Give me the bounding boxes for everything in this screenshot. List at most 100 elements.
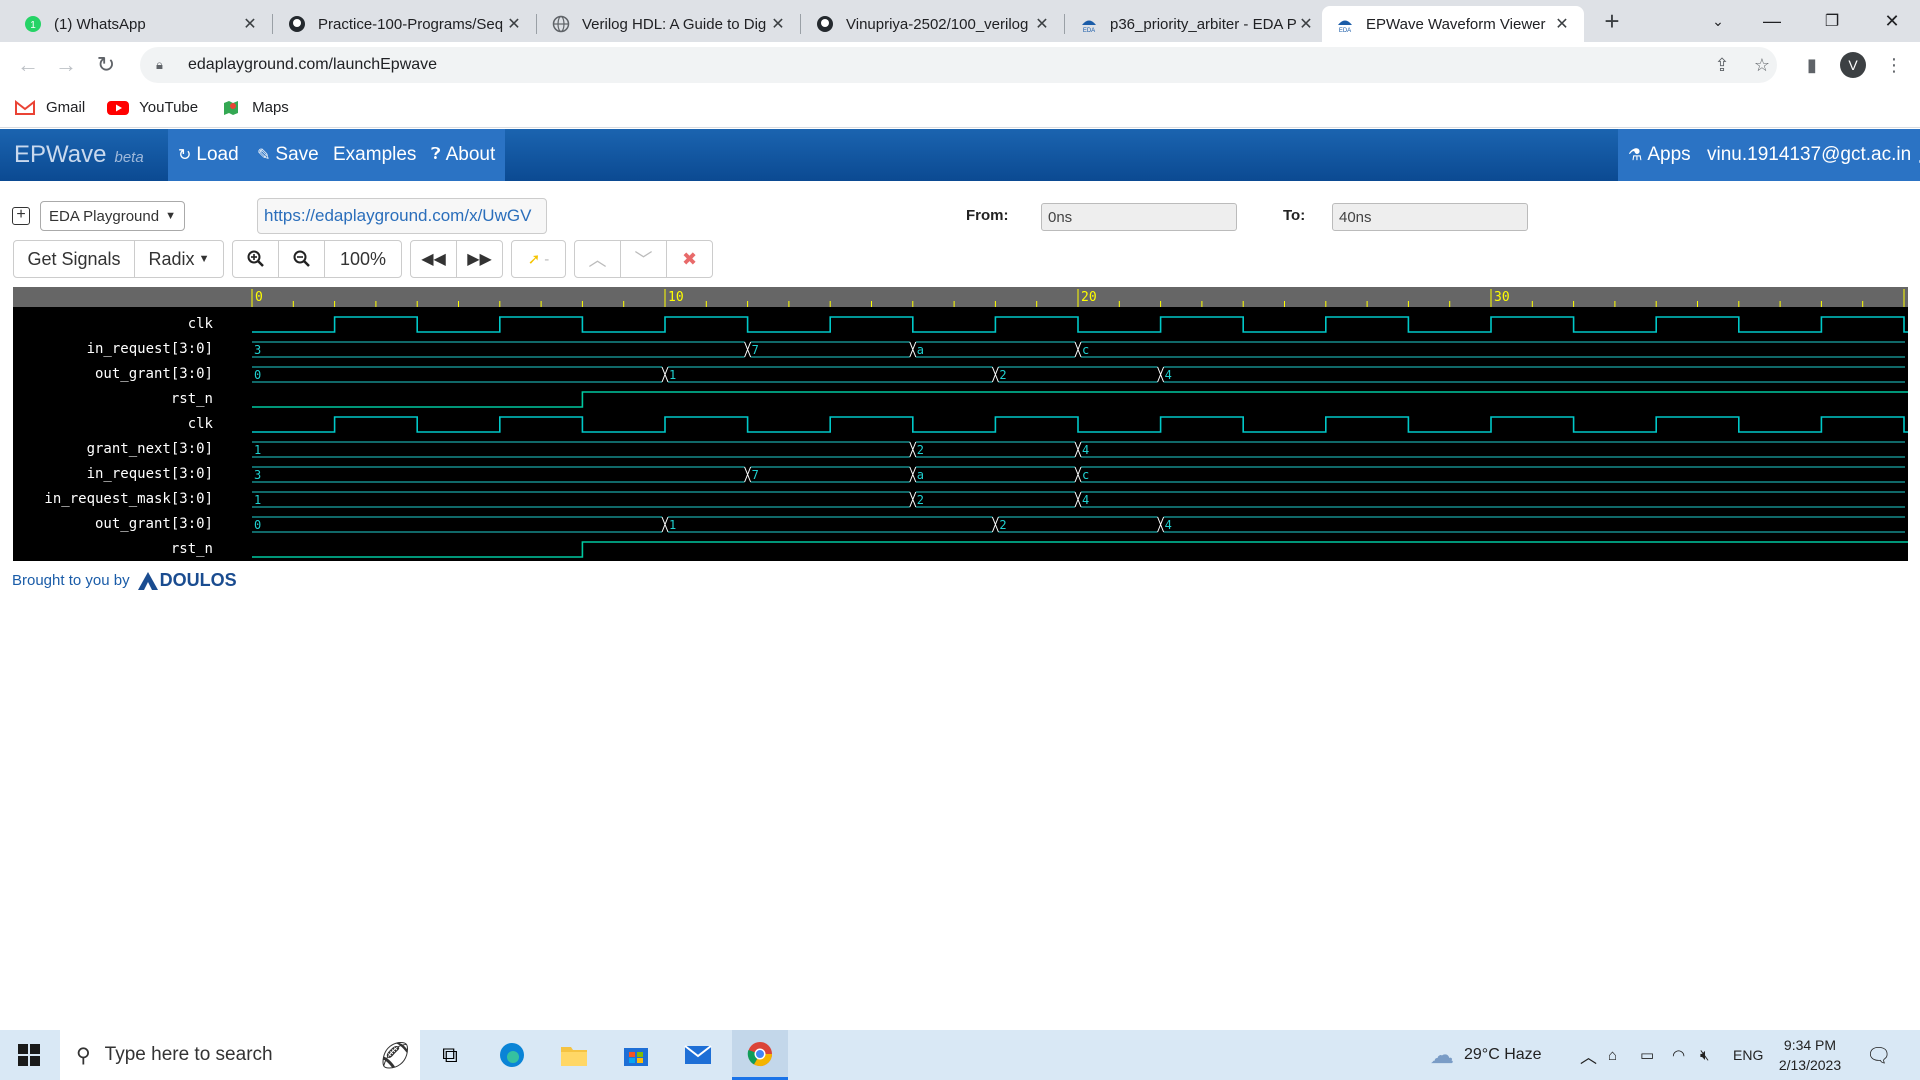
signal-name[interactable]: out_grant[3:0]	[94, 516, 213, 532]
close-icon[interactable]: ✕	[507, 16, 521, 33]
file-explorer-icon[interactable]	[546, 1030, 602, 1080]
store-icon[interactable]	[608, 1030, 664, 1080]
forward-button[interactable]: →	[55, 52, 77, 77]
waveform-canvas[interactable]: 0 10 20 30 3 7 a c 0 1 2 4 1 2 4 3 7 a c 1 2 4 0 1 2 4	[13, 287, 1908, 561]
radix-dropdown[interactable]: Radix ▼	[134, 240, 224, 278]
zoom-level-field[interactable]: 100%	[324, 240, 402, 278]
user-menu-button[interactable]: vinu.1914137@gct.ac.in👤︎	[1697, 129, 1920, 181]
close-window-button[interactable]: ✕	[1884, 10, 1900, 31]
task-view-icon[interactable]: ⧉	[442, 1042, 458, 1067]
restore-button[interactable]: ❐	[1824, 13, 1840, 30]
share-icon[interactable]: ⇪	[1714, 54, 1730, 75]
close-icon[interactable]: ✕	[1299, 16, 1313, 33]
marker-button[interactable]: ➚ -	[511, 240, 566, 278]
get-signals-button[interactable]: Get Signals	[13, 240, 135, 278]
close-icon[interactable]: ✕	[1035, 16, 1049, 33]
tab-search-chevron-icon[interactable]: ⌄	[1712, 12, 1724, 29]
tab-title: Practice-100-Programs/Seq	[318, 15, 504, 33]
volume-muted-icon[interactable]: 🔇︎	[1700, 1046, 1710, 1064]
move-down-button[interactable]: ﹀	[620, 240, 667, 278]
about-button[interactable]: ❓︎ About	[421, 129, 506, 181]
source-select[interactable]: EDA Playground ▼	[40, 201, 185, 231]
zoom-out-button[interactable]	[278, 240, 325, 278]
signal-name[interactable]: in_request[3:0]	[86, 466, 213, 482]
tab-verilog-guide[interactable]: Verilog HDL: A Guide to Dig ✕	[538, 6, 800, 42]
menu-kebab-icon[interactable]: ⋮	[1885, 54, 1903, 75]
signal-name[interactable]: rst_n	[170, 541, 213, 557]
examples-button[interactable]: Examples	[323, 129, 427, 181]
bus-value-label: 1	[669, 518, 676, 532]
close-icon[interactable]: ✕	[771, 16, 785, 33]
tab-title: EPWave Waveform Viewer	[1366, 15, 1546, 33]
reload-button[interactable]: ↻	[96, 52, 116, 77]
clock-time: 9:34 PM	[1783, 1037, 1837, 1053]
bookmark-gmail[interactable]: Gmail	[14, 99, 85, 116]
taskbar-clock[interactable]: 9:34 PM 2/13/2023	[1775, 1035, 1845, 1075]
source-select-value: EDA Playground	[49, 207, 160, 225]
load-button[interactable]: ↻ Load	[168, 129, 249, 181]
windows-logo-icon	[18, 1044, 40, 1066]
side-panel-icon[interactable]: ▮	[1807, 54, 1817, 75]
apps-button[interactable]: ⚗ Apps	[1618, 129, 1701, 181]
language-indicator[interactable]: ENG	[1733, 1047, 1764, 1063]
signal-name[interactable]: in_request[3:0]	[86, 341, 213, 357]
waveform-viewer[interactable]: clk in_request[3:0] out_grant[3:0] rst_n clk…	[13, 287, 1908, 561]
signal-name[interactable]: rst_n	[170, 391, 213, 407]
github-icon	[288, 15, 306, 33]
close-icon[interactable]: ✕	[1555, 16, 1569, 33]
wifi-icon[interactable]: ◠	[1672, 1047, 1686, 1064]
bus-value-label: 0	[254, 368, 261, 382]
bus-value-label: 1	[254, 493, 261, 507]
back-button[interactable]: ←	[17, 52, 39, 77]
edge-icon[interactable]	[484, 1030, 540, 1080]
bus-value-label: 3	[254, 343, 261, 357]
expand-plus-icon[interactable]: +	[12, 207, 30, 225]
tab-github-practice[interactable]: Practice-100-Programs/Seq ✕	[274, 6, 536, 42]
tab-github-vinupriya[interactable]: Vinupriya-2502/100_verilog ✕	[802, 6, 1064, 42]
caret-down-icon: ▼	[198, 253, 210, 265]
bookmark-maps[interactable]: Maps	[220, 99, 289, 116]
weather-widget[interactable]: ☁ 29°C Haze	[1430, 1030, 1542, 1080]
close-icon[interactable]: ✕	[243, 16, 257, 33]
mail-icon[interactable]	[670, 1030, 726, 1080]
notification-icon[interactable]: 🗨︎	[1866, 1044, 1892, 1067]
clock-wave	[252, 416, 1908, 433]
minimize-button[interactable]: —	[1763, 10, 1781, 31]
bookmark-youtube[interactable]: YouTube	[107, 99, 198, 116]
jump-end-button[interactable]: ▶▶	[456, 240, 503, 278]
jump-start-button[interactable]: ◀◀	[410, 240, 457, 278]
start-button[interactable]	[0, 1030, 58, 1080]
tab-whatsapp[interactable]: 1 (1) WhatsApp ✕	[10, 6, 272, 42]
radix-label: Radix	[148, 248, 195, 269]
show-hidden-icons-chevron-icon[interactable]: ︿	[1580, 1047, 1597, 1067]
share-url-field[interactable]: https://edaplayground.com/x/UwGV	[257, 198, 547, 234]
from-time-field[interactable]: 0ns	[1041, 203, 1237, 231]
new-tab-button[interactable]: +	[1604, 6, 1620, 36]
app-brand[interactable]: EPWave beta	[14, 141, 144, 169]
meet-now-icon[interactable]: ⌂	[1608, 1046, 1618, 1064]
tab-title: Verilog HDL: A Guide to Dig	[582, 15, 767, 33]
battery-icon[interactable]: ▭	[1640, 1047, 1655, 1064]
signal-name[interactable]: clk	[187, 416, 213, 432]
whatsapp-icon: 1	[24, 15, 42, 33]
signal-name[interactable]: out_grant[3:0]	[94, 366, 213, 382]
search-placeholder: Type here to search	[104, 1044, 273, 1065]
taskbar-search[interactable]: ⚲ Type here to search 🏈︎	[60, 1030, 420, 1080]
address-bar[interactable]: 🔒︎ edaplayground.com/launchEpwave	[140, 47, 1777, 83]
save-button[interactable]: ✎ Save	[247, 129, 329, 181]
doulos-logo[interactable]: DOULOS	[136, 570, 237, 591]
signal-name[interactable]: grant_next[3:0]	[86, 441, 213, 457]
chrome-icon[interactable]	[732, 1030, 788, 1080]
bookmark-star-icon[interactable]: ☆	[1753, 54, 1771, 75]
signal-name[interactable]: in_request_mask[3:0]	[44, 491, 213, 507]
tab-eda-priority-arbiter[interactable]: EDA p36_priority_arbiter - EDA P ✕	[1066, 6, 1328, 42]
signal-name[interactable]: clk	[187, 316, 213, 332]
to-time-field[interactable]: 40ns	[1332, 203, 1528, 231]
remove-signal-button[interactable]: ✖	[666, 240, 713, 278]
tab-epwave[interactable]: EDA EPWave Waveform Viewer ✕	[1322, 6, 1584, 42]
zoom-in-button[interactable]	[232, 240, 279, 278]
clock-date: 2/13/2023	[1778, 1057, 1842, 1073]
bus-value-label: 1	[669, 368, 676, 382]
move-up-button[interactable]: ︿	[574, 240, 621, 278]
profile-avatar[interactable]: V	[1840, 52, 1866, 78]
